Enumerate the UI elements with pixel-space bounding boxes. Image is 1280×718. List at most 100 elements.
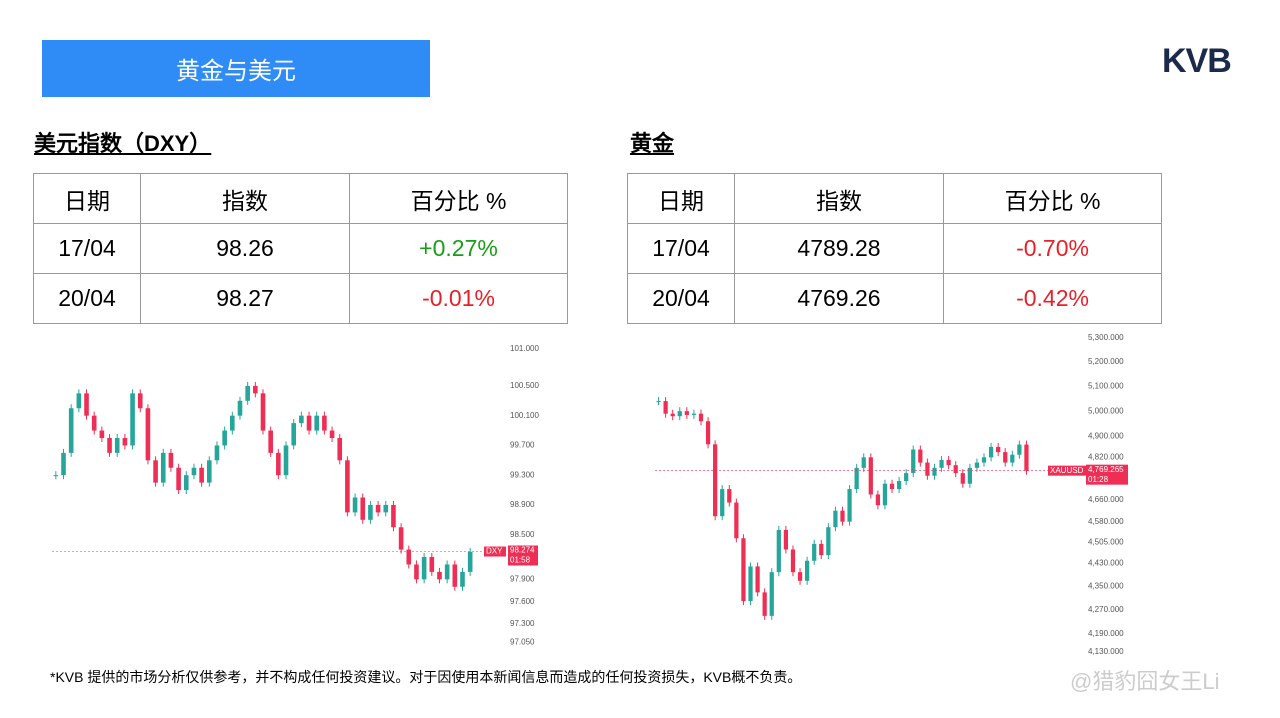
y-tick-label: 4,270.000 (1088, 605, 1124, 614)
candle (741, 538, 746, 602)
row: 20/04 98.27 -0.01% (33, 273, 568, 324)
candle (981, 457, 987, 463)
row: 20/04 4769.26 -0.42% (627, 273, 1162, 324)
y-tick-label: 101.000 (510, 344, 539, 353)
y-tick-label: 5,300.000 (1088, 333, 1124, 342)
candle (245, 385, 250, 401)
candle (406, 549, 412, 565)
y-tick-label: 99.300 (510, 470, 535, 479)
candle (932, 467, 937, 476)
y-tick-label: 98.500 (510, 530, 535, 539)
candle (974, 462, 980, 468)
candle (444, 564, 450, 580)
candle (306, 415, 312, 431)
candle (875, 494, 880, 506)
candle (819, 543, 824, 556)
candle (783, 529, 789, 550)
watermark: @猎豹囧女王Li (1070, 669, 1220, 694)
candle (1003, 452, 1008, 463)
candle (705, 421, 711, 445)
cell: 日期 (33, 173, 141, 224)
candle (467, 551, 473, 572)
candle (452, 564, 458, 587)
candle (68, 408, 74, 453)
candle (383, 504, 389, 513)
candle (107, 437, 112, 453)
last-price: 4,769.265 (1088, 465, 1124, 474)
candle (268, 430, 273, 453)
cell: +0.27% (349, 223, 568, 274)
candle (861, 457, 866, 468)
candle (237, 400, 243, 416)
cell: 98.27 (140, 273, 350, 324)
y-tick-label: 4,660.000 (1088, 495, 1124, 504)
countdown: 01:58 (510, 556, 531, 565)
candle (960, 473, 965, 484)
candle (230, 415, 235, 431)
y-tick-label: 4,190.000 (1088, 629, 1124, 638)
candle (776, 529, 781, 573)
cell: 4789.28 (734, 223, 944, 274)
symbol-label: XAUUSD (1050, 466, 1084, 475)
candle (345, 460, 350, 513)
candle (283, 445, 289, 476)
candle (896, 481, 902, 490)
candle (329, 430, 335, 438)
candle (996, 446, 1001, 453)
symbol-box (1048, 465, 1086, 476)
candle (840, 510, 845, 522)
logo: KVB (1162, 42, 1232, 80)
cell: 指数 (734, 173, 944, 224)
banner: 黄金与美元 (42, 40, 430, 97)
candle (734, 502, 739, 539)
candle (375, 504, 381, 513)
candle (698, 413, 704, 422)
candle (691, 413, 697, 415)
y-tick-label: 98.900 (510, 500, 535, 509)
row: 日期 指数 百分比 % (33, 173, 568, 224)
candle (76, 393, 82, 409)
last-price: 98.274 (510, 546, 535, 555)
candle (889, 483, 895, 490)
candle (762, 592, 767, 616)
candle (755, 566, 760, 593)
candle (130, 393, 135, 446)
cell: 20/04 (33, 273, 141, 324)
table: 日期 指数 百分比 % 17/04 4789.28 -0.70% 20/04 4769.26-… (627, 173, 1162, 324)
countdown: 01:28 (1088, 475, 1109, 484)
candle (222, 430, 227, 446)
candle (868, 457, 873, 495)
candle (276, 452, 281, 476)
candle (925, 462, 930, 476)
y-tick-label: 4,580.000 (1088, 517, 1124, 526)
candle (114, 437, 120, 453)
candle (437, 571, 442, 580)
candle (1017, 444, 1022, 455)
candle (337, 437, 343, 461)
y-tick-label: 97.300 (510, 619, 535, 628)
candle (939, 459, 944, 468)
y-tick-label: 97.050 (510, 638, 535, 647)
candle (663, 401, 668, 414)
candle (670, 413, 675, 417)
candle (214, 445, 220, 461)
candle (988, 446, 994, 458)
candle (677, 411, 682, 417)
y-tick-label: 100.100 (510, 411, 539, 420)
candle (805, 560, 810, 581)
candle (967, 467, 972, 484)
candle (322, 415, 327, 431)
y-tick-label: 97.900 (510, 574, 535, 583)
cell: -0.42% (943, 273, 1162, 324)
candle (904, 473, 909, 482)
candle (191, 467, 197, 476)
cell: 17/04 (627, 223, 735, 274)
y-tick-label: 5,000.000 (1088, 406, 1124, 415)
candle (429, 557, 435, 572)
candle (99, 430, 105, 438)
candle (53, 475, 59, 477)
candle (137, 393, 143, 409)
y-tick-label: 4,130.000 (1088, 647, 1124, 656)
